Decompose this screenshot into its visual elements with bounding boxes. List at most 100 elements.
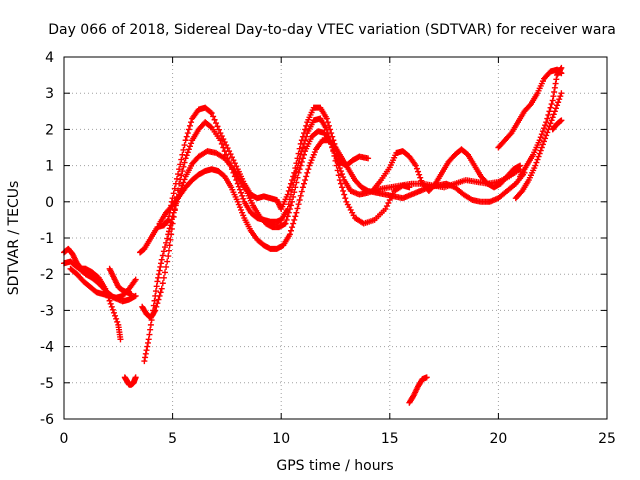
data-point <box>285 187 292 194</box>
data-point <box>365 155 372 162</box>
data-point <box>340 187 347 194</box>
data-point <box>152 288 159 295</box>
data-point <box>292 213 299 220</box>
data-point <box>303 173 310 180</box>
data-point <box>412 162 419 169</box>
data-point <box>546 108 553 115</box>
data-point <box>308 157 315 164</box>
data-point <box>290 193 297 200</box>
data-point <box>143 347 150 354</box>
series-blip-16h <box>406 374 430 406</box>
data-point <box>303 122 310 129</box>
series-blip-low <box>121 374 139 388</box>
data-point <box>289 224 296 231</box>
data-point <box>550 111 557 118</box>
data-point <box>213 120 220 127</box>
data-point <box>291 216 298 223</box>
data-point <box>230 157 237 164</box>
data-point <box>235 201 242 208</box>
data-point <box>239 192 246 199</box>
data-point <box>161 269 168 276</box>
data-point <box>181 176 188 183</box>
data-point <box>289 198 296 205</box>
data-point <box>545 111 552 118</box>
series-track-b-early <box>61 245 124 343</box>
data-point <box>185 146 192 153</box>
data-point <box>335 161 342 168</box>
data-point <box>182 155 189 162</box>
data-point <box>544 129 551 136</box>
data-point <box>154 278 161 285</box>
data-point <box>168 216 175 223</box>
data-point <box>153 283 160 290</box>
data-point <box>145 336 152 343</box>
data-point <box>186 122 193 129</box>
data-point <box>334 158 341 165</box>
data-point <box>167 222 174 229</box>
data-point <box>306 162 313 169</box>
y-axis-label: SDTVAR / TECUs <box>6 181 22 296</box>
data-point <box>210 113 217 120</box>
data-point <box>342 195 349 202</box>
data-point <box>551 108 558 115</box>
data-point <box>311 149 318 156</box>
data-point <box>142 354 149 361</box>
data-point <box>114 318 121 325</box>
data-point <box>167 236 174 243</box>
data-point <box>323 115 330 122</box>
data-point <box>176 180 183 187</box>
series-mid-wave <box>369 146 524 194</box>
data-point <box>217 130 224 137</box>
data-point <box>235 183 242 190</box>
data-point <box>431 181 438 188</box>
data-point <box>233 163 240 170</box>
data-point <box>144 343 151 350</box>
data-point <box>155 274 162 281</box>
data-point <box>157 289 164 296</box>
data-point <box>240 212 247 219</box>
data-point <box>109 306 116 313</box>
series-late-rise-c <box>512 90 565 202</box>
series-late-rise-b <box>517 64 565 180</box>
data-point <box>183 133 190 140</box>
data-point <box>185 126 192 133</box>
data-point <box>553 76 560 83</box>
data-point <box>309 154 316 161</box>
data-point <box>546 123 553 130</box>
data-point <box>112 312 119 319</box>
data-point <box>147 326 154 333</box>
data-point <box>555 99 562 106</box>
y-tick-label: -3 <box>40 303 54 319</box>
data-point <box>305 166 312 173</box>
data-point <box>220 136 227 143</box>
data-point <box>223 151 230 158</box>
data-point <box>299 184 306 191</box>
data-point <box>331 143 338 150</box>
data-point <box>415 168 422 175</box>
data-point <box>208 110 215 117</box>
data-point <box>339 184 346 191</box>
data-point <box>238 189 245 196</box>
data-point <box>148 317 155 324</box>
data-point <box>157 263 164 270</box>
data-points <box>61 64 565 406</box>
data-point <box>239 209 246 216</box>
data-point <box>160 274 167 281</box>
data-point <box>165 231 172 238</box>
data-point <box>283 216 290 223</box>
data-point <box>159 252 166 259</box>
data-point <box>537 134 544 141</box>
data-point <box>295 201 302 208</box>
data-point <box>385 200 392 207</box>
data-point <box>548 101 555 108</box>
data-point <box>158 256 165 263</box>
data-point <box>557 66 564 73</box>
data-point <box>539 141 546 148</box>
x-tick-label: 20 <box>489 431 507 447</box>
data-point <box>541 138 548 145</box>
data-point <box>147 321 154 328</box>
data-point <box>533 159 540 166</box>
data-point <box>211 116 218 123</box>
x-tick-label: 5 <box>168 431 177 447</box>
